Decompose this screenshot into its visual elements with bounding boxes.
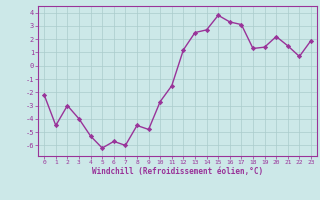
X-axis label: Windchill (Refroidissement éolien,°C): Windchill (Refroidissement éolien,°C) <box>92 167 263 176</box>
